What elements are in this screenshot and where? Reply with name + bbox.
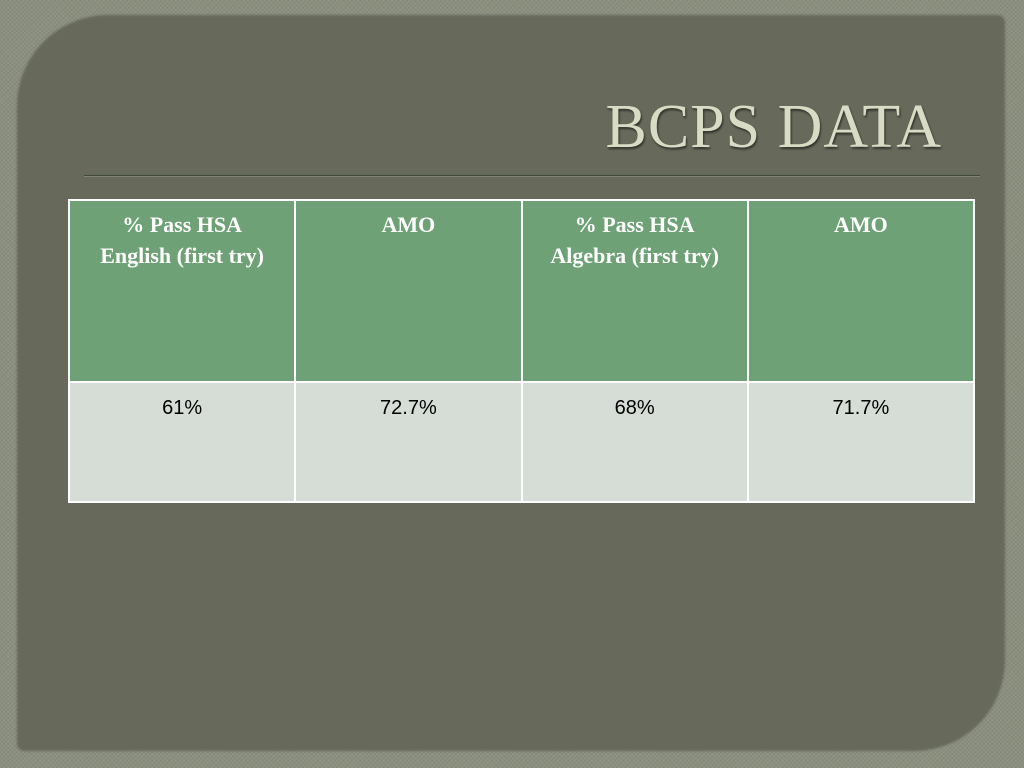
cell-algebra-pass: 68% (520, 381, 749, 503)
slide-panel: BCPS DATA % Pass HSA English (first try)… (18, 16, 1004, 750)
data-table: % Pass HSA English (first try) AMO % Pas… (67, 199, 976, 503)
header-english-pass: % Pass HSA English (first try) (67, 199, 297, 383)
cell-amo-algebra: 71.7% (746, 381, 976, 503)
slide-title: BCPS DATA (605, 93, 942, 161)
header-amo-algebra: AMO (746, 199, 976, 383)
title-divider (84, 175, 980, 177)
header-amo-english: AMO (294, 199, 523, 383)
header-algebra-pass: % Pass HSA Algebra (first try) (520, 199, 749, 383)
cell-amo-english: 72.7% (294, 381, 523, 503)
cell-english-pass: 61% (67, 381, 297, 503)
data-table-container: % Pass HSA English (first try) AMO % Pas… (67, 199, 976, 503)
table-row: 61% 72.7% 68% 71.7% (67, 381, 976, 503)
table-header-row: % Pass HSA English (first try) AMO % Pas… (67, 199, 976, 383)
